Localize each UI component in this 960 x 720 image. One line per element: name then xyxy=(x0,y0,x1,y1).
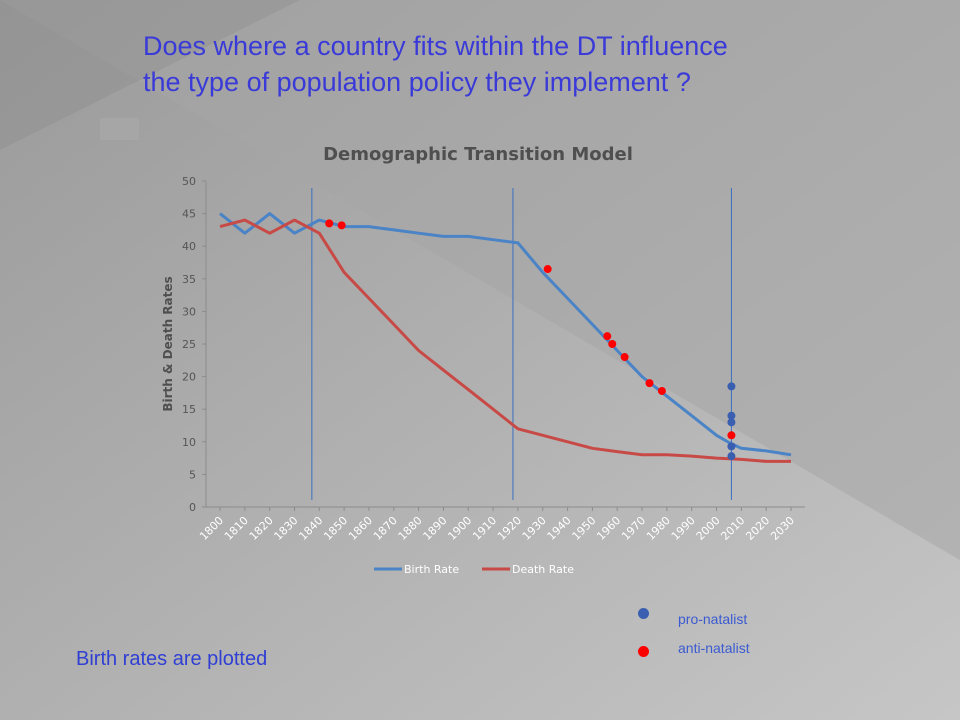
anti-natalist-key-dot xyxy=(638,646,649,657)
x-tick-label: 1960 xyxy=(594,514,623,543)
footnote-text: Birth rates are plotted xyxy=(76,648,268,670)
x-tick-label: 2000 xyxy=(694,514,723,543)
pro-natalist-key-label: pro-natalist xyxy=(678,611,748,627)
x-tick-label: 1970 xyxy=(619,514,648,543)
x-tick-label: 1800 xyxy=(197,514,226,543)
y-tick-label: 20 xyxy=(182,371,196,384)
y-tick-label: 30 xyxy=(182,305,196,318)
x-tick-label: 2020 xyxy=(743,514,772,543)
x-tick-label: 2030 xyxy=(768,514,797,543)
y-tick-label: 40 xyxy=(182,240,196,253)
y-axis-label: Birth & Death Rates xyxy=(161,276,175,411)
pro-natalist-marker xyxy=(727,442,736,451)
y-tick-label: 50 xyxy=(182,175,196,188)
x-tick-label: 1920 xyxy=(495,514,524,543)
y-tick-label: 0 xyxy=(189,501,196,514)
pro-natalist-marker xyxy=(727,418,736,427)
x-tick-label: 1810 xyxy=(222,514,251,543)
y-tick-label: 45 xyxy=(182,208,196,221)
chart-title: Demographic Transition Model xyxy=(323,144,633,165)
x-tick-label: 2010 xyxy=(718,514,747,543)
x-tick-label: 1840 xyxy=(296,514,325,543)
anti-natalist-marker xyxy=(727,431,736,440)
birth-rate-legend-label: Birth Rate xyxy=(404,563,459,576)
chart-series xyxy=(219,212,792,463)
x-tick-label: 1980 xyxy=(644,514,673,543)
y-tick-label: 10 xyxy=(182,436,196,449)
slide-headline: Does where a country fits within the DT … xyxy=(143,28,943,100)
anti-natalist-marker xyxy=(645,379,654,388)
y-tick-label: 25 xyxy=(182,338,196,351)
anti-natalist-key-label: anti-natalist xyxy=(678,640,750,656)
country-markers xyxy=(325,219,736,461)
anti-natalist-marker xyxy=(657,386,666,395)
x-tick-label: 1850 xyxy=(321,514,350,543)
x-tick-label: 1860 xyxy=(346,514,375,543)
anti-natalist-marker xyxy=(543,265,552,274)
x-tick-label: 1890 xyxy=(421,514,450,543)
anti-natalist-marker xyxy=(337,221,346,230)
death-rate-line xyxy=(219,218,791,463)
x-tick-label: 1870 xyxy=(371,514,400,543)
pro-natalist-marker xyxy=(727,452,736,461)
headline-line-1: Does where a country fits within the DT … xyxy=(143,31,728,61)
pro-natalist-key-dot xyxy=(638,608,649,619)
y-tick-label: 15 xyxy=(182,403,196,416)
pro-natalist-marker xyxy=(727,411,736,420)
x-tick-label: 1930 xyxy=(520,514,549,543)
chart-legend: Birth Rate Death Rate xyxy=(374,563,574,576)
anti-natalist-marker xyxy=(325,219,334,228)
headline-line-2: the type of population policy they imple… xyxy=(143,67,691,97)
death-rate-legend-label: Death Rate xyxy=(512,563,574,576)
x-tick-label: 1830 xyxy=(272,514,301,543)
anti-natalist-marker xyxy=(603,332,612,341)
x-tick-label: 1820 xyxy=(247,514,276,543)
x-tick-label: 1950 xyxy=(570,514,599,543)
x-tick-label: 1880 xyxy=(396,514,425,543)
anti-natalist-marker xyxy=(608,340,617,348)
birth-rate-line xyxy=(219,212,792,457)
x-tick-label: 1910 xyxy=(470,514,499,543)
anti-natalist-marker xyxy=(620,353,629,362)
y-tick-label: 5 xyxy=(189,468,196,481)
stage-boundary-lines xyxy=(311,188,732,500)
x-tick-label: 1990 xyxy=(669,514,698,543)
x-tick-label: 1940 xyxy=(545,514,574,543)
pro-natalist-marker xyxy=(727,382,736,391)
y-tick-label: 35 xyxy=(182,273,196,286)
x-tick-label: 1900 xyxy=(445,514,474,543)
decorative-box xyxy=(100,118,139,140)
